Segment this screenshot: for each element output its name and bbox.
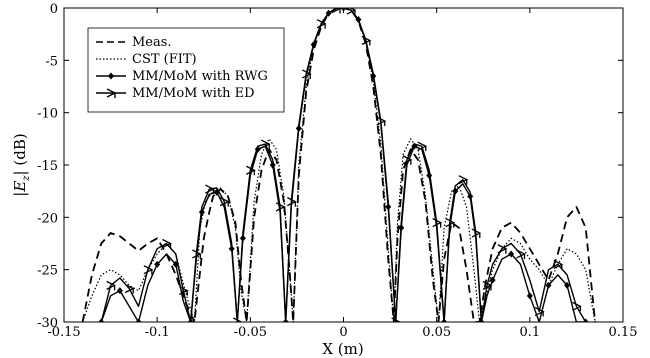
ed-marker (232, 317, 243, 322)
y-label-unit: (dB) (11, 133, 29, 170)
ed-marker (219, 197, 230, 207)
ed-marker (572, 301, 582, 312)
x-tick-label: -0.15 (47, 325, 80, 340)
ed-marker (316, 19, 327, 29)
x-tick-label: -0.05 (234, 325, 267, 340)
rwg-marker (254, 145, 261, 153)
ed-marker (301, 69, 312, 79)
ed-marker (553, 259, 564, 270)
ed-marker (205, 184, 215, 195)
legend-label-cst: CST (FIT) (132, 52, 197, 67)
ed-marker (376, 116, 387, 127)
y-label-subscript: z (21, 175, 32, 182)
ed-marker (417, 141, 428, 152)
ed-marker (361, 35, 372, 46)
legend-label-meas: Meas. (132, 35, 172, 50)
y-tick-label: -5 (45, 54, 58, 69)
ed-marker (287, 197, 297, 207)
ed-marker (275, 202, 286, 212)
legend-marker-rwg (108, 72, 114, 80)
ed-marker (331, 8, 342, 14)
x-tick-label: 0 (339, 325, 347, 340)
ed-marker (391, 317, 402, 322)
y-label-right-bar: | (11, 170, 29, 175)
x-tick-label: 0.05 (422, 325, 451, 340)
legend-marker-ed (106, 88, 117, 98)
ed-marker (192, 249, 202, 259)
rwg-marker (526, 292, 533, 300)
legend-label-ed: MM/MoM with ED (132, 86, 255, 101)
axis-ticks: -0.15 -0.1 -0.05 0 0.05 0.1 0.15 0 -5 -10 -15 -20 -2… (37, 2, 637, 340)
ed-marker (106, 280, 117, 291)
series-line-3 (100, 8, 587, 322)
y-tick-label: 0 (50, 2, 58, 17)
y-tick-label: -20 (37, 211, 58, 226)
rwg-marker (564, 281, 571, 289)
ed-marker (246, 165, 256, 176)
ed-marker (178, 286, 189, 296)
series-layer (81, 8, 596, 322)
ed-marker (471, 228, 482, 239)
ed-marker (346, 8, 357, 16)
rwg-marker (489, 276, 496, 284)
rwg-marker (545, 281, 552, 289)
legend: Meas. CST (FIT) MM/MoM with RWG MM/MoM w… (87, 27, 285, 113)
rwg-marker (508, 250, 515, 258)
ed-marker (162, 238, 172, 249)
y-tick-label: -30 (37, 316, 58, 331)
ed-marker (143, 265, 154, 275)
x-tick-label: 0.15 (609, 325, 638, 340)
rwg-marker (116, 287, 123, 295)
y-tick-label: -25 (37, 264, 58, 279)
x-tick-label: 0.1 (519, 325, 540, 340)
ed-marker (458, 175, 469, 185)
ed-marker (497, 244, 508, 254)
y-label-symbol: E (11, 181, 29, 193)
rwg-marker (135, 318, 142, 322)
ed-marker (482, 280, 493, 291)
x-axis-label: X (m) (322, 340, 363, 358)
ed-marker (402, 155, 413, 165)
ed-marker (516, 249, 526, 259)
ed-marker (260, 139, 271, 150)
y-axis-label: |Ez| (dB) (11, 133, 32, 196)
ed-marker (124, 283, 135, 294)
rwg-marker (154, 260, 161, 268)
x-tick-label: -0.1 (145, 325, 170, 340)
ed-marker (445, 217, 456, 228)
y-tick-label: -15 (37, 159, 58, 174)
legend-label-rwg: MM/MoM with RWG (132, 69, 268, 84)
rwg-marker (582, 318, 589, 322)
y-tick-label: -10 (37, 107, 58, 122)
y-label-left-bar: | (11, 192, 29, 197)
ed-marker (432, 217, 443, 228)
ed-marker (534, 306, 545, 317)
